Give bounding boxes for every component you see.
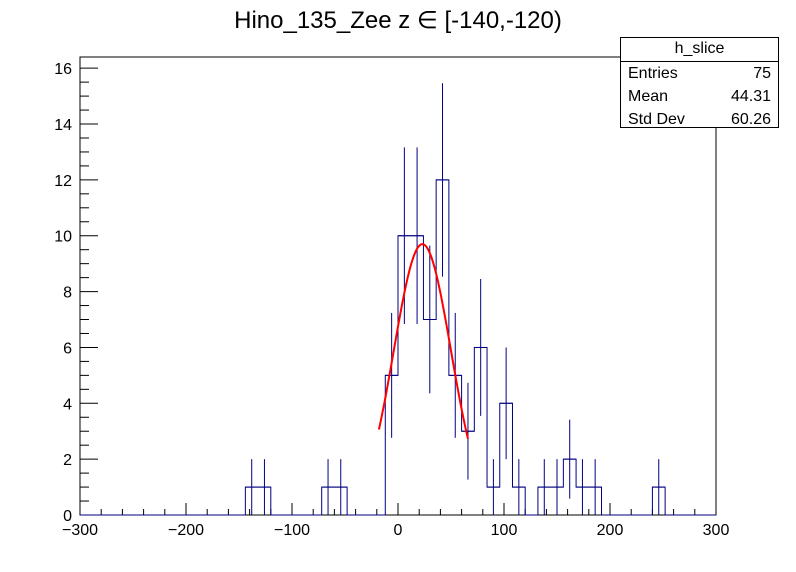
histogram-outline	[80, 179, 716, 516]
x-tick-label: −200	[168, 522, 204, 539]
stats-value: 60.26	[730, 111, 771, 128]
stats-box: h_slice Entries 75 Mean 44.31 Std Dev 60…	[620, 37, 779, 128]
x-tick-label: −300	[62, 522, 98, 539]
gaussian-fit	[377, 243, 469, 440]
stats-histogram-name: h_slice	[621, 38, 778, 62]
fit-curve	[377, 243, 469, 440]
y-tick-label: 6	[63, 340, 72, 357]
x-tick-label: 100	[491, 522, 518, 539]
stats-row-mean: Mean 44.31	[621, 85, 778, 108]
stats-row-stddev: Std Dev 60.26	[621, 108, 778, 131]
y-tick-label: 16	[54, 61, 72, 78]
histogram-bins	[80, 179, 716, 516]
stats-value: 44.31	[730, 88, 771, 105]
stats-label: Mean	[628, 88, 669, 105]
stats-label: Entries	[628, 65, 678, 82]
chart-title: Hino_135_Zee z ∈ [-140,-120)	[234, 7, 562, 34]
y-tick-label: 4	[63, 396, 72, 413]
y-tick-label: 2	[63, 452, 72, 469]
y-tick-label: 10	[54, 229, 72, 246]
x-tick-label: 0	[394, 522, 403, 539]
x-tick-label: 200	[597, 522, 624, 539]
stats-label: Std Dev	[628, 111, 685, 128]
stats-value: 75	[753, 65, 771, 82]
axis-ticks	[79, 67, 717, 516]
x-tick-label: −100	[274, 522, 310, 539]
y-tick-label: 14	[54, 117, 72, 134]
stats-row-entries: Entries 75	[621, 62, 778, 85]
y-tick-label: 0	[63, 508, 72, 525]
y-tick-label: 8	[63, 285, 72, 302]
y-tick-label: 12	[54, 173, 72, 190]
tick-labels: −300 −200 −100 0 100 200 300 0 2 4 6 8 10 12 14 16	[54, 61, 729, 539]
error-bars	[251, 83, 660, 515]
x-tick-label: 300	[703, 522, 730, 539]
